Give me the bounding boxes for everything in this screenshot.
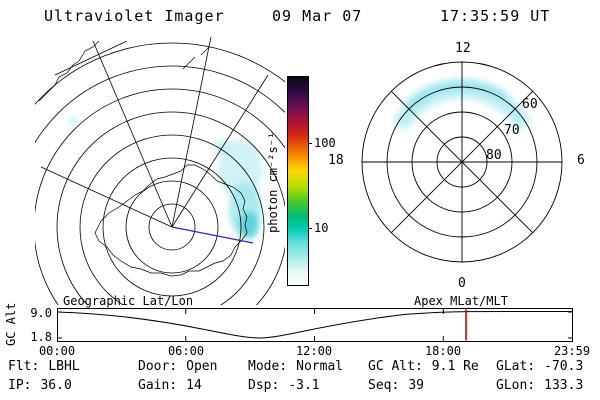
status-gain-label: Gain: bbox=[138, 378, 178, 393]
colorbar-gradient bbox=[287, 76, 309, 286]
apex-plot-caption: Apex MLat/MLT bbox=[414, 294, 508, 308]
spacecraft-track-line bbox=[171, 226, 254, 244]
status-glat-label: GLat: bbox=[496, 359, 536, 374]
app-title: Ultraviolet Imager bbox=[44, 7, 225, 25]
status-glat-value: -70.3 bbox=[544, 359, 584, 374]
mlat-ring-label-70: 70 bbox=[504, 123, 520, 138]
colorbar-units-label: photon cm⁻²s⁻¹ bbox=[266, 131, 280, 234]
xtick-1800: 18:00 bbox=[424, 344, 462, 358]
status-gcalt-label: GC Alt: bbox=[368, 359, 423, 374]
status-glon: GLon: 133.3 bbox=[496, 378, 583, 393]
status-flt-value: LBHL bbox=[48, 359, 80, 374]
strip-ytick-bottom: 1.8 bbox=[30, 330, 52, 344]
xtick-0600: 06:00 bbox=[167, 344, 205, 358]
colorbar-tick-100 bbox=[308, 143, 312, 144]
mlt-label-0: 0 bbox=[458, 276, 466, 291]
mlt-label-6: 6 bbox=[577, 153, 585, 168]
mlt-label-18: 18 bbox=[328, 153, 344, 168]
geo-plot-caption: Geographic Lat/Lon bbox=[63, 294, 194, 308]
status-mode: Mode: Normal bbox=[248, 359, 343, 374]
status-dsp-value: -3.1 bbox=[288, 378, 320, 393]
time-label: 17:35:59 UT bbox=[440, 7, 551, 25]
status-ip: IP: 36.0 bbox=[8, 378, 72, 393]
geographic-map-plot bbox=[35, 36, 285, 305]
status-glat: GLat: -70.3 bbox=[496, 359, 583, 374]
strip-chart-frame bbox=[57, 308, 573, 342]
orbit-altitude-curve bbox=[57, 311, 573, 339]
date-label: 09 Mar 07 bbox=[272, 7, 363, 25]
mlat-ring-label-60: 60 bbox=[522, 97, 538, 112]
status-dsp: Dsp: -3.1 bbox=[248, 378, 320, 393]
status-dsp-label: Dsp: bbox=[248, 378, 280, 393]
mlt-label-12: 12 bbox=[455, 41, 471, 56]
xtick-2359: 23:59 bbox=[553, 344, 591, 358]
status-glon-value: 133.3 bbox=[544, 378, 584, 393]
status-door-label: Door: bbox=[138, 359, 178, 374]
strip-y-axis-title: GC Alt bbox=[4, 302, 18, 346]
strip-chart-ticks bbox=[57, 309, 573, 341]
status-glon-label: GLon: bbox=[496, 378, 536, 393]
status-seq: Seq: 39 bbox=[368, 378, 424, 393]
status-ip-label: IP: bbox=[8, 378, 32, 393]
status-mode-value: Normal bbox=[296, 359, 344, 374]
colorbar-tick-label-10: 10 bbox=[314, 221, 329, 235]
status-gain-value: 14 bbox=[186, 378, 202, 393]
status-seq-value: 39 bbox=[408, 378, 424, 393]
mlat-ring-label-80: 80 bbox=[486, 148, 502, 163]
xtick-1200: 12:00 bbox=[295, 344, 333, 358]
status-ip-value: 36.0 bbox=[40, 378, 72, 393]
coastline bbox=[38, 40, 248, 277]
strip-ytick-top: 9.0 bbox=[30, 306, 52, 320]
altitude-strip-chart bbox=[57, 308, 573, 342]
status-gcalt: GC Alt: 9.1 Re bbox=[368, 359, 479, 374]
lat-lon-grid bbox=[35, 36, 285, 305]
status-flt-label: Flt: bbox=[8, 359, 40, 374]
colorbar-tick-label-100: 100 bbox=[314, 136, 336, 150]
status-gcalt-value: 9.1 Re bbox=[431, 359, 479, 374]
xtick-0000: 00:00 bbox=[38, 344, 76, 358]
status-seq-label: Seq: bbox=[368, 378, 400, 393]
status-flt: Flt: LBHL bbox=[8, 359, 80, 374]
status-door-value: Open bbox=[186, 359, 218, 374]
status-gain: Gain: 14 bbox=[138, 378, 202, 393]
status-door: Door: Open bbox=[138, 359, 217, 374]
status-mode-label: Mode: bbox=[248, 359, 288, 374]
apex-polar-plot bbox=[361, 61, 563, 263]
colorbar-tick-10 bbox=[308, 228, 312, 229]
mlt-grid bbox=[361, 61, 563, 263]
